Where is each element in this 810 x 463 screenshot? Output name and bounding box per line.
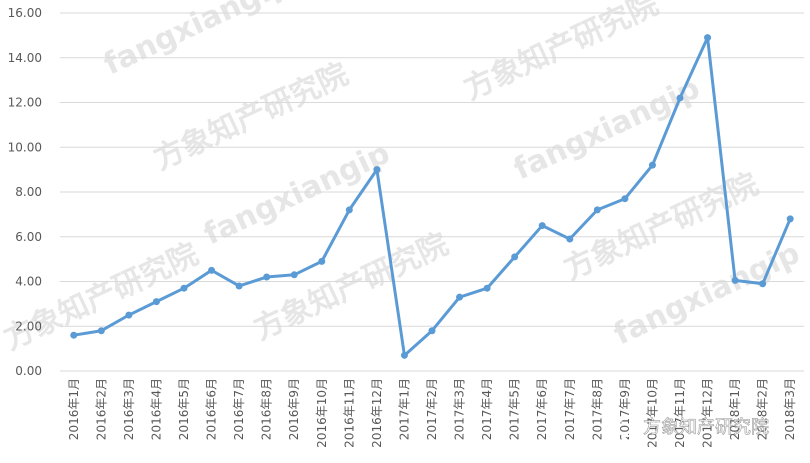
point <box>400 351 408 359</box>
point <box>593 206 601 214</box>
x-tick-label: 2017年6月 <box>535 378 549 440</box>
y-tick-label: 16.00 <box>8 6 42 20</box>
x-tick-label: 2016年6月 <box>205 378 219 440</box>
x-tick-label: 2018年3月 <box>783 378 797 440</box>
x-tick-label: 2017年7月 <box>563 378 577 440</box>
x-tick-label: 2016年4月 <box>149 378 163 440</box>
x-tick-label: 2016年8月 <box>260 378 274 440</box>
x-tick-label: 2016年10月 <box>315 378 329 448</box>
brand-name: 方象知产研究院 <box>643 417 769 438</box>
x-tick-label: 2017年8月 <box>590 378 604 440</box>
x-tick-label: 2017年2月 <box>425 378 439 440</box>
y-tick-label: 8.00 <box>15 185 42 199</box>
y-tick-label: 14.00 <box>8 51 42 65</box>
watermark: 方象知产研究院 <box>149 57 354 177</box>
point <box>648 161 656 169</box>
point <box>621 195 629 203</box>
x-tick-label: 2017年10月 <box>645 378 659 448</box>
point <box>786 215 794 223</box>
x-tick-label: 2017年12月 <box>701 378 715 448</box>
watermark: fangxiangip <box>199 136 396 253</box>
point <box>235 282 243 290</box>
x-tick-label: 2016年7月 <box>232 378 246 440</box>
watermarks: fangxiangip 方象知产研究院 方象知产研究院 fangxiangip … <box>0 0 805 357</box>
x-tick-label: 2017年3月 <box>453 378 467 440</box>
x-tick-label: 2016年2月 <box>94 378 108 440</box>
x-tick-label: 2017年5月 <box>508 378 522 440</box>
point <box>318 257 326 265</box>
watermark: 方象知产研究院 <box>249 227 454 347</box>
point <box>566 235 574 243</box>
y-tick-label: 10.00 <box>8 140 42 154</box>
watermark: 方象知产研究院 <box>459 0 664 107</box>
point <box>70 331 78 339</box>
point <box>180 284 188 292</box>
x-tick-label: 2018年1月 <box>728 378 742 440</box>
y-tick-label: 0.00 <box>15 364 42 378</box>
y-tick-label: 12.00 <box>8 96 42 110</box>
x-tick-label: 2017年4月 <box>480 378 494 440</box>
y-tick-label: 4.00 <box>15 275 42 289</box>
watermark: 方象知产研究院 <box>0 237 204 357</box>
x-tick-label: 2017年1月 <box>397 378 411 440</box>
point <box>511 253 519 261</box>
x-tick-label: 2018年2月 <box>756 378 770 440</box>
point <box>704 34 712 42</box>
x-tick-label: 2016年12月 <box>370 378 384 448</box>
watermark: fangxiangip <box>99 0 296 82</box>
brand-icon <box>617 417 637 437</box>
x-tick-label: 2016年3月 <box>122 378 136 440</box>
plot: 0.00 2.00 4.00 6.00 8.00 10.00 12.00 14.00 16.00… <box>8 6 804 448</box>
point <box>345 206 353 214</box>
brand-badge: 方象知产研究院 <box>617 417 769 438</box>
point <box>676 94 684 102</box>
point <box>152 298 160 306</box>
point <box>456 293 464 301</box>
x-tick-label: 2017年11月 <box>673 378 687 448</box>
watermark: fangxiangip <box>509 71 706 188</box>
y-tick-label: 2.00 <box>15 319 42 333</box>
point <box>263 273 271 281</box>
point <box>428 327 436 335</box>
point <box>125 311 133 319</box>
point <box>759 280 767 288</box>
point <box>208 266 216 274</box>
x-tick-label: 2016年11月 <box>342 378 356 448</box>
point <box>731 276 739 284</box>
point <box>373 166 381 174</box>
x-tick-label: 2017年9月 <box>618 378 632 440</box>
point <box>97 327 105 335</box>
x-tick-label: 2016年1月 <box>67 378 81 440</box>
point <box>483 284 491 292</box>
y-tick-label: 6.00 <box>15 230 42 244</box>
point <box>290 271 298 279</box>
x-tick-label: 2016年5月 <box>177 378 191 440</box>
point <box>538 222 546 230</box>
x-tick-label: 2016年9月 <box>287 378 301 440</box>
